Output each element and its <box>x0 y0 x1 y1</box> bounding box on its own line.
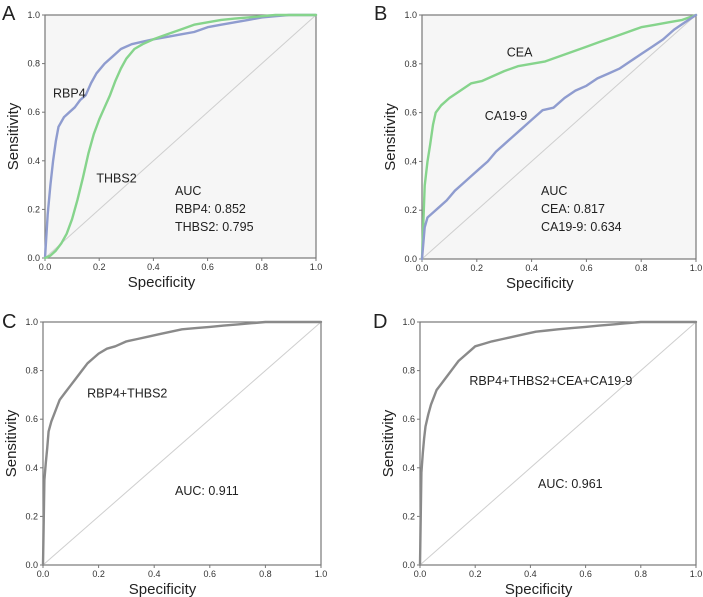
roc-curve-rbp4-thbs2-cea-ca19-9 <box>418 320 698 567</box>
series-label: RBP4+THBS2+CEA+CA19-9 <box>469 374 632 388</box>
y-tick-label: 1.0 <box>27 10 40 20</box>
reference-diagonal <box>42 321 322 566</box>
y-axis-title: Sensitivity <box>380 409 397 477</box>
x-tick-label: 0.8 <box>259 569 272 579</box>
x-tick-label: 0.6 <box>201 262 214 272</box>
x-tick-label: 0.4 <box>147 262 160 272</box>
y-axis-title: Sensitivity <box>3 409 20 477</box>
panel-a: A 0.0 0.2 0.4 0.6 0.8 1.0 0.0 0.2 0.4 0.6 0.8 1.0 Spe… <box>2 3 322 291</box>
x-axis-title: Specificity <box>129 581 197 597</box>
x-tick-label: 1.0 <box>310 262 323 272</box>
x-tick-label: 0.0 <box>39 262 52 272</box>
x-axis-title: Specificity <box>505 581 573 597</box>
x-tick-label: 0.4 <box>525 263 538 273</box>
series-label: CA19-9 <box>485 109 527 123</box>
panel-letter: C <box>2 311 16 333</box>
reference-diagonal <box>419 321 697 566</box>
y-tick-label: 0.4 <box>25 463 38 473</box>
y-tick-label: 0.4 <box>27 156 40 166</box>
y-tick-label: 0.0 <box>25 560 38 570</box>
roc-curve-cea <box>420 13 698 261</box>
y-tick-label: 0.6 <box>27 107 40 117</box>
y-axis-title: Sensitivity <box>382 103 399 171</box>
series-label: RBP4+THBS2 <box>87 386 167 400</box>
y-tick-label: 1.0 <box>25 317 38 327</box>
y-tick-label: 0.0 <box>404 254 417 264</box>
reference-diagonal <box>421 14 697 260</box>
auc-annotation: AUC: 0.911 <box>175 484 239 498</box>
x-tick-label: 0.0 <box>414 569 427 579</box>
series-label: THBS2 <box>96 172 136 186</box>
roc-curve-thbs2 <box>43 13 318 260</box>
y-tick-label: 0.8 <box>27 59 40 69</box>
auc-annotation: AUC <box>541 184 567 198</box>
x-axis-title: Specificity <box>128 274 196 291</box>
auc-annotation: AUC: 0.961 <box>538 477 603 491</box>
x-tick-label: 0.4 <box>148 569 161 579</box>
panel-b: B 0.0 0.2 0.4 0.6 0.8 1.0 0.0 0.2 0.4 0.6 0.8 1.0 Spe… <box>374 3 702 292</box>
x-tick-label: 0.6 <box>580 263 593 273</box>
x-axis-title: Specificity <box>506 275 574 292</box>
auc-annotation: CA19-9: 0.634 <box>541 220 622 234</box>
x-tick-label: 0.2 <box>93 262 106 272</box>
y-tick-label: 0.2 <box>25 511 38 521</box>
x-tick-label: 1.0 <box>315 569 328 579</box>
y-tick-label: 0.4 <box>402 463 415 473</box>
x-tick-label: 0.2 <box>92 569 105 579</box>
auc-annotation: RBP4: 0.852 <box>175 202 246 216</box>
x-tick-label: 1.0 <box>690 263 703 273</box>
y-tick-label: 0.2 <box>404 205 417 215</box>
reference-diagonal <box>44 14 317 259</box>
x-tick-label: 0.0 <box>37 569 50 579</box>
auc-annotation: CEA: 0.817 <box>541 202 605 216</box>
x-tick-label: 0.0 <box>416 263 429 273</box>
x-tick-label: 0.4 <box>524 569 537 579</box>
series-label: RBP4 <box>53 87 86 101</box>
panel-letter: A <box>2 3 16 25</box>
x-tick-label: 1.0 <box>690 569 703 579</box>
roc-curve-ca19-9 <box>420 13 698 261</box>
x-tick-label: 0.8 <box>635 263 648 273</box>
y-tick-label: 0.6 <box>25 414 38 424</box>
panel-letter: D <box>373 311 387 333</box>
y-tick-label: 0.6 <box>402 414 415 424</box>
panel-d: D 0.0 0.2 0.4 0.6 0.8 1.0 0.0 0.2 0.4 0.6 0.8 1.0 Spe… <box>373 311 702 597</box>
roc-curve-rbp4 <box>43 13 318 260</box>
y-axis-title: Sensitivity <box>5 102 22 170</box>
x-tick-label: 0.8 <box>635 569 648 579</box>
y-tick-label: 0.8 <box>402 366 415 376</box>
auc-annotation: AUC <box>175 184 201 198</box>
panel-letter: B <box>374 3 387 25</box>
x-tick-label: 0.6 <box>579 569 592 579</box>
y-tick-label: 0.2 <box>27 204 40 214</box>
y-tick-label: 1.0 <box>402 317 415 327</box>
y-tick-label: 0.0 <box>402 560 415 570</box>
y-tick-label: 0.4 <box>404 156 417 166</box>
y-tick-label: 0.8 <box>404 59 417 69</box>
auc-annotation: THBS2: 0.795 <box>175 220 254 234</box>
x-tick-label: 0.6 <box>204 569 217 579</box>
y-tick-label: 0.6 <box>404 108 417 118</box>
y-tick-label: 0.2 <box>402 511 415 521</box>
y-tick-label: 0.8 <box>25 366 38 376</box>
x-tick-label: 0.2 <box>469 569 482 579</box>
y-tick-label: 0.0 <box>27 253 40 263</box>
roc-curve-rbp4-thbs2 <box>41 320 323 567</box>
panel-c: C 0.0 0.2 0.4 0.6 0.8 1.0 0.0 0.2 0.4 0.6 0.8 1.0 Spe… <box>2 311 327 597</box>
x-tick-label: 0.2 <box>471 263 484 273</box>
y-tick-label: 1.0 <box>404 10 417 20</box>
x-tick-label: 0.8 <box>256 262 269 272</box>
series-label: CEA <box>507 45 533 59</box>
